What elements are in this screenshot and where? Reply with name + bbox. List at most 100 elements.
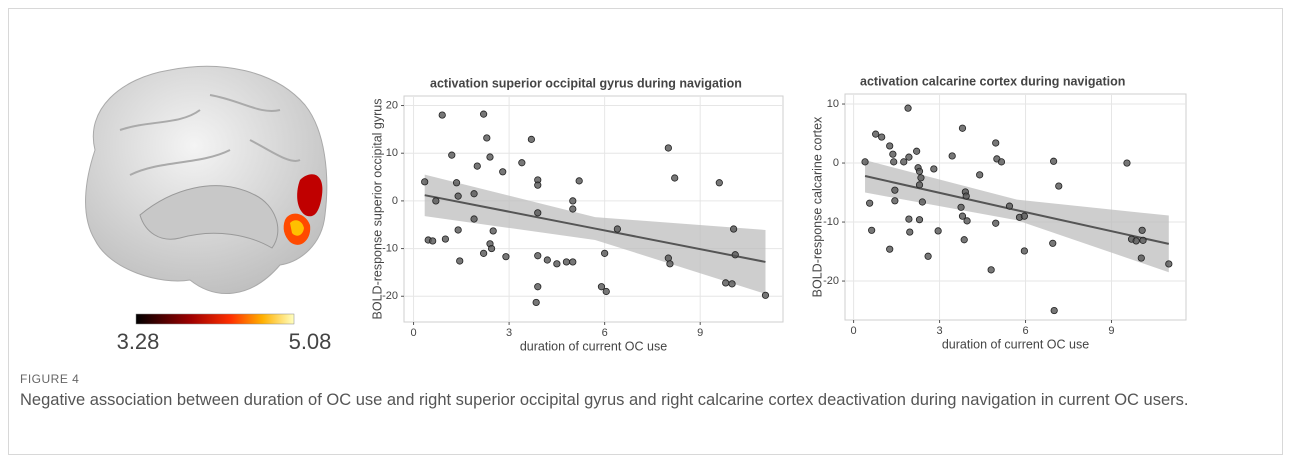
- chart-title: activation superior occipital gyrus duri…: [430, 76, 742, 90]
- data-point: [1137, 254, 1145, 262]
- data-point: [958, 124, 967, 132]
- data-point: [1055, 182, 1063, 190]
- data-point: [868, 226, 876, 234]
- data-point: [886, 142, 894, 150]
- data-point: [957, 203, 965, 211]
- data-point: [448, 151, 456, 159]
- data-point: [890, 158, 898, 166]
- data-point: [715, 179, 723, 187]
- data-point: [499, 168, 507, 176]
- data-point: [613, 225, 621, 233]
- data-point: [429, 237, 437, 245]
- data-point: [915, 167, 924, 175]
- data-point: [441, 235, 450, 243]
- data-point: [438, 111, 446, 119]
- chart-title: activation calcarine cortex during navig…: [860, 74, 1125, 88]
- y-tick-label: 0: [392, 195, 398, 207]
- data-point: [601, 249, 609, 257]
- data-point: [518, 159, 526, 167]
- data-point: [915, 216, 924, 224]
- data-point: [569, 197, 577, 205]
- data-point: [527, 135, 535, 143]
- data-point: [891, 197, 899, 205]
- data-point: [487, 244, 496, 253]
- x-tick-label: 9: [697, 327, 703, 339]
- data-point: [962, 192, 970, 200]
- data-point: [473, 162, 481, 170]
- data-point: [454, 192, 462, 200]
- data-point: [480, 249, 488, 257]
- data-point: [905, 153, 913, 161]
- data-point: [480, 110, 488, 118]
- data-point: [960, 236, 968, 244]
- figure-caption: Negative association between duration of…: [20, 391, 1189, 409]
- data-point: [664, 144, 672, 152]
- x-tick-label: 0: [410, 327, 416, 339]
- data-point: [904, 104, 912, 112]
- data-point: [1020, 247, 1028, 255]
- colorbar-min-label: 3.28: [117, 329, 160, 354]
- y-tick-label: 10: [827, 98, 839, 110]
- data-point: [866, 199, 874, 207]
- data-point: [915, 181, 924, 189]
- x-tick-label: 3: [506, 327, 512, 339]
- data-point: [569, 205, 577, 213]
- data-point: [722, 279, 730, 287]
- data-point: [1005, 202, 1014, 210]
- y-tick-label: -20: [382, 290, 398, 302]
- data-point: [930, 165, 938, 173]
- confidence-band: [424, 174, 766, 294]
- fit-line: [864, 175, 1170, 245]
- y-axis-label: BOLD-response superior occipital gyrus: [370, 99, 384, 320]
- data-point: [872, 130, 880, 138]
- colorbar-max-label: 5.08: [289, 329, 332, 354]
- x-axis-label: duration of current OC use: [942, 337, 1089, 351]
- y-axis-label: BOLD-response calcarine cortex: [810, 116, 824, 297]
- data-point: [992, 219, 1000, 227]
- data-point: [1138, 226, 1146, 234]
- data-point: [1165, 260, 1173, 268]
- data-point: [900, 158, 908, 166]
- data-point: [761, 291, 770, 299]
- data-point: [666, 260, 674, 268]
- data-point: [924, 252, 932, 260]
- figure: 3.28 5.08 -20 -10 0 10 20 0 3 6 9 activation supe…: [85, 65, 1187, 354]
- data-point: [987, 266, 995, 274]
- data-point: [1123, 159, 1131, 167]
- data-point: [534, 181, 542, 189]
- data-point: [534, 209, 542, 217]
- data-point: [891, 186, 899, 194]
- fit-line: [424, 194, 766, 263]
- x-tick-label: 3: [937, 325, 943, 337]
- data-point: [553, 260, 561, 268]
- data-point: [597, 283, 606, 291]
- data-point: [602, 287, 610, 296]
- data-point: [534, 252, 542, 260]
- data-point: [1020, 212, 1028, 220]
- data-point: [889, 150, 897, 158]
- data-point: [483, 134, 491, 142]
- data-point: [905, 215, 913, 223]
- data-point: [976, 171, 984, 179]
- data-point: [886, 245, 894, 253]
- data-point: [575, 177, 583, 185]
- data-point: [470, 190, 478, 198]
- data-point: [432, 197, 440, 205]
- data-point: [948, 152, 956, 160]
- data-point: [1139, 236, 1147, 244]
- data-point: [728, 280, 736, 288]
- data-point: [958, 212, 967, 220]
- brain-image: [85, 65, 328, 294]
- data-point: [997, 158, 1006, 166]
- figure-label: FIGURE 4: [20, 372, 80, 386]
- data-point: [1049, 239, 1057, 247]
- data-point: [489, 227, 497, 235]
- data-point: [502, 253, 510, 261]
- data-point: [878, 133, 886, 141]
- data-point: [918, 198, 926, 206]
- data-point: [963, 217, 971, 225]
- data-point: [454, 226, 462, 234]
- y-tick-label: -20: [823, 275, 839, 287]
- data-point: [543, 256, 551, 264]
